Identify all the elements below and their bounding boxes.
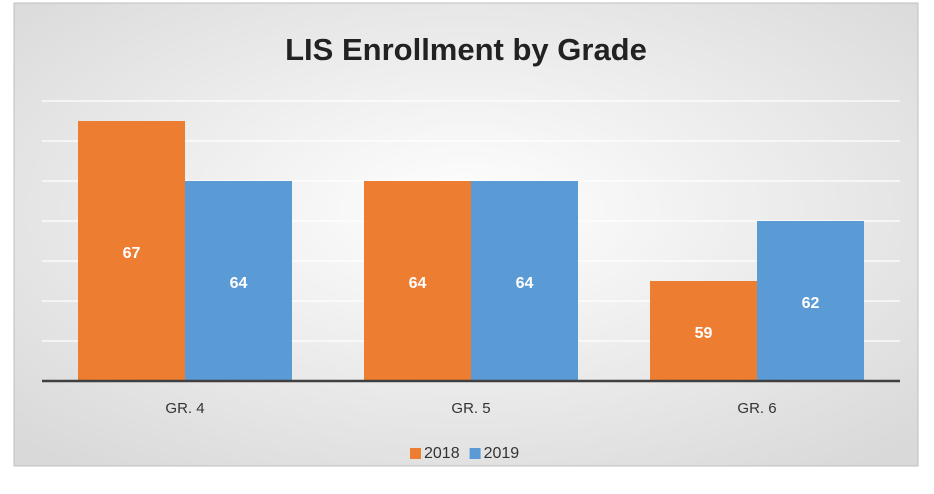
legend-swatch <box>410 448 421 459</box>
bar <box>364 181 471 381</box>
bar <box>471 181 578 381</box>
data-label: 64 <box>516 275 534 292</box>
data-label: 59 <box>695 325 713 342</box>
x-tick-label: GR. 4 <box>165 400 204 417</box>
bar <box>78 121 185 381</box>
x-tick-label: GR. 6 <box>737 400 776 417</box>
data-label: 67 <box>123 245 141 262</box>
x-tick-label: GR. 5 <box>451 400 490 417</box>
legend-label: 2018 <box>424 445 460 462</box>
data-label: 64 <box>409 275 427 292</box>
chart-title: LIS Enrollment by Grade <box>285 32 647 67</box>
data-label: 62 <box>802 295 820 312</box>
legend-label: 2019 <box>484 445 520 462</box>
bar <box>650 281 757 381</box>
bar <box>185 181 292 381</box>
data-label: 64 <box>230 275 248 292</box>
bar <box>757 221 864 381</box>
legend-swatch <box>469 448 481 459</box>
